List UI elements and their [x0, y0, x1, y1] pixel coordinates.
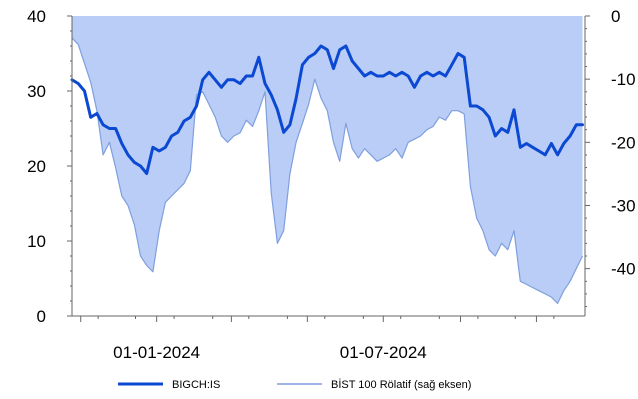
y-left-tick-label-2: 20 [27, 157, 46, 176]
legend-item-1: BİST 100 Rölatif (sağ eksen) [277, 378, 471, 391]
series-line-1 [70, 44, 584, 175]
y-left-tick-label-1: 10 [27, 232, 46, 251]
y-left-tick-label-4: 40 [27, 7, 46, 26]
y-left-tick-label-3: 30 [27, 82, 46, 101]
tick-label-layer: 0 10 20 30 40 0 -10 -20 -30 -40 01-01-2024 01-07-20… [27, 7, 636, 362]
legend-item-0: BIGCH:IS [118, 379, 220, 391]
x-tick-label-1: 01-07-2024 [340, 343, 427, 362]
legend: BIGCH:IS BİST 100 Rölatif (sağ eksen) [118, 378, 471, 391]
legend-label-0: BIGCH:IS [172, 379, 220, 391]
series-line-layer [70, 44, 584, 175]
y-right-tick-label-4: -40 [611, 260, 636, 279]
y-right-tick-label-1: -10 [611, 70, 636, 89]
y-left-tick-label-0: 0 [37, 307, 46, 326]
y-right-tick-label-0: 0 [611, 7, 620, 26]
x-tick-label-0: 01-01-2024 [113, 343, 200, 362]
y-right-tick-label-3: -30 [611, 196, 636, 215]
series-area-line-0 [71, 37, 584, 304]
y-right-tick-label-2: -20 [611, 133, 636, 152]
legend-label-1: BİST 100 Rölatif (sağ eksen) [331, 378, 471, 391]
axes-layer [67, 15, 590, 322]
